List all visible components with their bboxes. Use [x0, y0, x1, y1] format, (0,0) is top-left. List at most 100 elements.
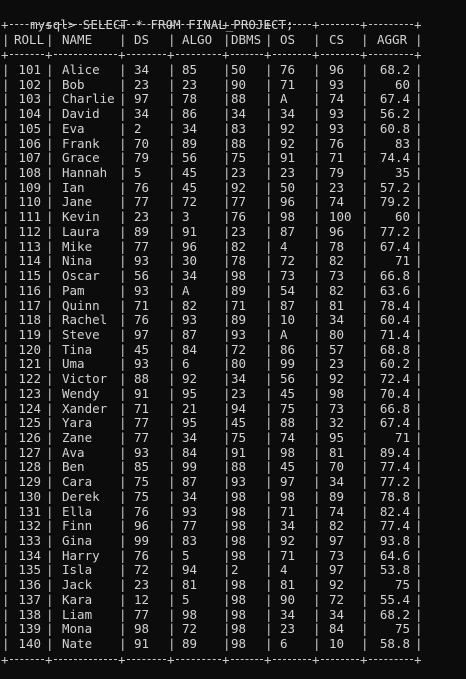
column-separator: | [119, 297, 127, 313]
cell-name: Tina [62, 341, 93, 357]
column-separator: | [46, 606, 54, 622]
cell-ds: 96 [134, 518, 150, 534]
border-corner: + [312, 47, 320, 62]
cell-os: 6 [280, 636, 288, 652]
table-row: | | | | | | | | | 113 Mike 77 96 82 4 78 67.4 [0, 239, 466, 254]
column-separator: | [415, 636, 423, 652]
column-separator: | [265, 165, 273, 181]
column-separator: | [313, 135, 321, 151]
cell-algo: 96 [182, 238, 198, 254]
cell-cs: 92 [329, 577, 345, 593]
cell-aggr: 67.4 [379, 91, 410, 107]
table-row: | | | | | | | | | 120 Tina 45 84 72 86 57 68.8 [0, 342, 466, 357]
border-dash [273, 24, 311, 25]
column-separator: | [119, 91, 127, 107]
column-separator: | [46, 562, 54, 578]
column-separator: | [415, 547, 423, 563]
column-separator: | [46, 503, 54, 519]
cell-cs: 76 [329, 135, 345, 151]
cell-roll: 133 [18, 533, 41, 549]
column-separator: | [313, 430, 321, 445]
column-separator: | [223, 606, 231, 622]
cell-ds: 56 [134, 268, 150, 284]
border-corner: + [222, 651, 230, 667]
cell-cs: 70 [329, 459, 345, 475]
cell-algo: 84 [182, 444, 198, 460]
border-corner: + [1, 17, 9, 32]
column-separator: | [2, 179, 10, 195]
cell-os: 88 [280, 415, 296, 431]
cell-dbms: 93 [231, 474, 247, 490]
column-separator: | [361, 533, 369, 549]
cell-algo: 45 [182, 165, 198, 181]
cell-cs: 95 [329, 430, 345, 445]
column-separator: | [265, 253, 273, 269]
border-corner: + [264, 651, 272, 667]
column-separator: | [361, 636, 369, 652]
column-separator: | [313, 106, 321, 122]
column-separator: | [2, 91, 10, 107]
cell-name: Finn [62, 518, 93, 534]
cell-roll: 111 [18, 209, 41, 225]
column-header-os: OS [280, 32, 296, 47]
cell-dbms: 75 [231, 150, 247, 166]
cell-dbms: 98 [231, 488, 247, 504]
cell-os: 10 [280, 312, 296, 328]
cell-algo: 92 [182, 371, 198, 387]
cell-dbms: 34 [231, 371, 247, 387]
border-corner: + [222, 47, 230, 62]
border-dash [127, 54, 166, 55]
border-corner: + [1, 47, 9, 62]
column-separator: | [313, 518, 321, 534]
border-dash [321, 54, 359, 55]
column-separator: | [2, 356, 10, 372]
column-separator: | [119, 444, 127, 460]
cell-name: Hannah [62, 165, 108, 181]
column-separator: | [313, 533, 321, 549]
cell-aggr: 77.4 [379, 518, 410, 534]
column-separator: | [265, 194, 273, 210]
border-dash [127, 658, 166, 660]
cell-name: Nate [62, 636, 93, 652]
cell-cs: 84 [329, 621, 345, 637]
column-separator: | [46, 385, 54, 401]
cell-aggr: 79.2 [379, 194, 410, 210]
column-separator: | [168, 135, 176, 151]
column-separator: | [415, 488, 423, 504]
column-separator: | [223, 621, 231, 637]
column-separator: | [46, 32, 54, 47]
column-separator: | [223, 591, 231, 607]
cell-cs: 72 [329, 591, 345, 607]
cell-roll: 106 [18, 135, 41, 151]
column-separator: | [119, 32, 127, 47]
cell-dbms: 98 [231, 547, 247, 563]
column-separator: | [361, 385, 369, 401]
column-separator: | [265, 297, 273, 313]
column-separator: | [313, 415, 321, 431]
column-separator: | [361, 120, 369, 136]
border-corner: + [167, 17, 175, 32]
column-separator: | [46, 91, 54, 107]
column-separator: | [119, 76, 127, 92]
column-separator: | [119, 547, 127, 563]
cell-dbms: 94 [231, 400, 247, 416]
column-separator: | [168, 62, 176, 77]
column-separator: | [415, 591, 423, 607]
column-separator: | [265, 430, 273, 445]
column-separator: | [168, 238, 176, 254]
border-corner: + [312, 17, 320, 32]
column-separator: | [313, 268, 321, 284]
column-header-ds: DS [134, 32, 150, 47]
column-separator: | [2, 503, 10, 519]
column-separator: | [415, 268, 423, 284]
column-separator: | [265, 488, 273, 504]
cell-cs: 74 [329, 91, 345, 107]
cell-dbms: 80 [231, 356, 247, 372]
column-separator: | [415, 356, 423, 372]
cell-aggr: 68.8 [379, 341, 410, 357]
column-separator: | [415, 400, 423, 416]
column-separator: | [168, 341, 176, 357]
column-separator: | [46, 444, 54, 460]
cell-roll: 103 [18, 91, 41, 107]
